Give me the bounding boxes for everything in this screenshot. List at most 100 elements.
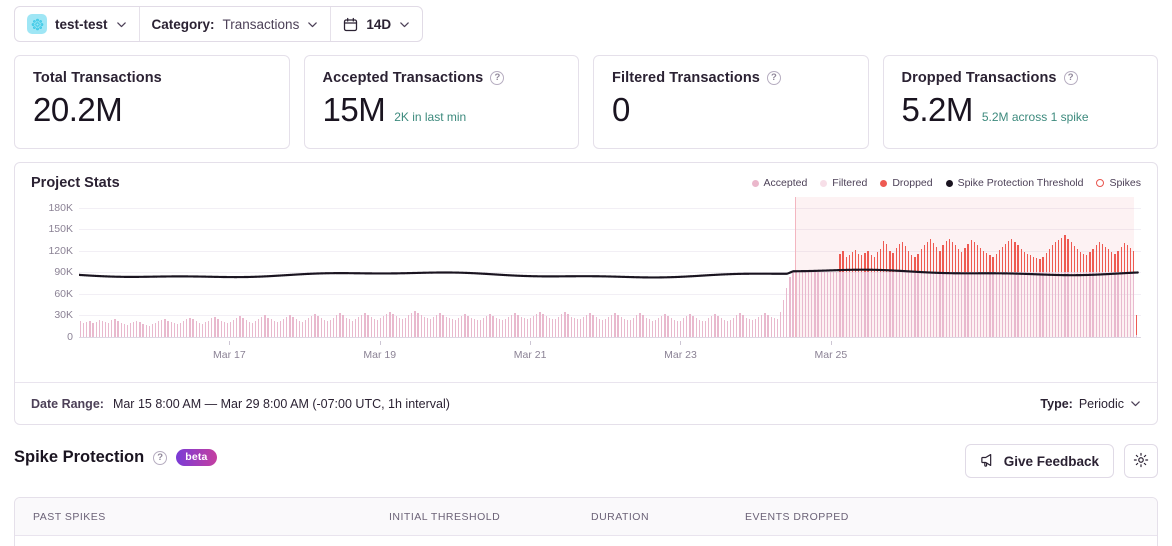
chart-bar[interactable] xyxy=(126,197,129,337)
chart-bar[interactable] xyxy=(460,197,463,337)
chart-bar[interactable] xyxy=(470,197,473,337)
chart-bar[interactable] xyxy=(92,197,95,337)
chart-bar[interactable] xyxy=(423,197,426,337)
chart-bar[interactable] xyxy=(1082,197,1085,337)
chart-bar[interactable] xyxy=(638,197,641,337)
chart-bar[interactable] xyxy=(276,197,279,337)
chart-bar[interactable] xyxy=(623,197,626,337)
chart-bar[interactable] xyxy=(420,197,423,337)
chart-bar[interactable] xyxy=(388,197,391,337)
chart-bar[interactable] xyxy=(738,197,741,337)
chart-bar[interactable] xyxy=(113,197,116,337)
chart-bar[interactable] xyxy=(707,197,710,337)
chart-bar[interactable] xyxy=(667,197,670,337)
chart-bar[interactable] xyxy=(438,197,441,337)
chart-bar[interactable] xyxy=(476,197,479,337)
chart-bar[interactable] xyxy=(673,197,676,337)
help-circle-icon[interactable]: ? xyxy=(153,450,168,465)
chart-bar[interactable] xyxy=(1126,197,1129,337)
chart-bar[interactable] xyxy=(129,197,132,337)
chart-bar[interactable] xyxy=(838,197,841,337)
chart-bar[interactable] xyxy=(445,197,448,337)
chart-bar[interactable] xyxy=(198,197,201,337)
chart-bar[interactable] xyxy=(557,197,560,337)
chart-bar[interactable] xyxy=(629,197,632,337)
chart-bar[interactable] xyxy=(1048,197,1051,337)
chart-bar[interactable] xyxy=(163,197,166,337)
chart-bar[interactable] xyxy=(1067,197,1070,337)
chart-bar[interactable] xyxy=(901,197,904,337)
chart-bar[interactable] xyxy=(592,197,595,337)
chart-bar[interactable] xyxy=(338,197,341,337)
chart-bar[interactable] xyxy=(860,197,863,337)
chart-bar[interactable] xyxy=(960,197,963,337)
legend-item[interactable]: Dropped xyxy=(880,177,933,189)
chart-bar[interactable] xyxy=(560,197,563,337)
chart-bar[interactable] xyxy=(857,197,860,337)
chart-bar[interactable] xyxy=(1132,197,1135,337)
chart-bar[interactable] xyxy=(454,197,457,337)
chart-bar[interactable] xyxy=(888,197,891,337)
chart-bar[interactable] xyxy=(320,197,323,337)
chart-bar[interactable] xyxy=(226,197,229,337)
chart-bar[interactable] xyxy=(229,197,232,337)
chart-bar[interactable] xyxy=(892,197,895,337)
type-selector[interactable]: Type: Periodic xyxy=(1040,397,1141,411)
chart-bar[interactable] xyxy=(1101,197,1104,337)
chart-bar[interactable] xyxy=(373,197,376,337)
legend-item[interactable]: Spikes xyxy=(1096,177,1141,189)
chart-bar[interactable] xyxy=(1051,197,1054,337)
chart-bar[interactable] xyxy=(688,197,691,337)
chart-bar[interactable] xyxy=(417,197,420,337)
chart-bar[interactable] xyxy=(1129,197,1132,337)
chart-bar[interactable] xyxy=(85,197,88,337)
chart-bar[interactable] xyxy=(942,197,945,337)
chart-bar[interactable] xyxy=(182,197,185,337)
chart-bar[interactable] xyxy=(735,197,738,337)
chart-bar[interactable] xyxy=(120,197,123,337)
chart-bar[interactable] xyxy=(107,197,110,337)
chart-bar[interactable] xyxy=(395,197,398,337)
chart-bar[interactable] xyxy=(167,197,170,337)
chart-bar[interactable] xyxy=(517,197,520,337)
chart-bar[interactable] xyxy=(498,197,501,337)
chart-bar[interactable] xyxy=(548,197,551,337)
chart-bar[interactable] xyxy=(1063,197,1066,337)
chart-bar[interactable] xyxy=(748,197,751,337)
help-circle-icon[interactable]: ? xyxy=(490,71,505,85)
chart-bar[interactable] xyxy=(742,197,745,337)
chart-bar[interactable] xyxy=(976,197,979,337)
chart-bar[interactable] xyxy=(1098,197,1101,337)
chart-bar[interactable] xyxy=(223,197,226,337)
chart-bar[interactable] xyxy=(1088,197,1091,337)
chart-bar[interactable] xyxy=(1107,197,1110,337)
chart-bar[interactable] xyxy=(342,197,345,337)
chart-bar[interactable] xyxy=(1120,197,1123,337)
chart-bar[interactable] xyxy=(1023,197,1026,337)
chart-bar[interactable] xyxy=(813,197,816,337)
chart-bar[interactable] xyxy=(938,197,941,337)
chart-bar[interactable] xyxy=(967,197,970,337)
chart-bar[interactable] xyxy=(701,197,704,337)
chart-bar[interactable] xyxy=(588,197,591,337)
chart-bar[interactable] xyxy=(732,197,735,337)
chart-bar[interactable] xyxy=(192,197,195,337)
chart-bar[interactable] xyxy=(751,197,754,337)
chart-bar[interactable] xyxy=(807,197,810,337)
chart-bar[interactable] xyxy=(298,197,301,337)
chart-bar[interactable] xyxy=(1076,197,1079,337)
chart-bar[interactable] xyxy=(601,197,604,337)
chart-bar[interactable] xyxy=(348,197,351,337)
chart-bar[interactable] xyxy=(529,197,532,337)
settings-button[interactable] xyxy=(1124,444,1158,478)
chart-bar[interactable] xyxy=(879,197,882,337)
chart-bar[interactable] xyxy=(173,197,176,337)
chart-bar[interactable] xyxy=(232,197,235,337)
chart-bar[interactable] xyxy=(713,197,716,337)
chart-bar[interactable] xyxy=(617,197,620,337)
chart-bar[interactable] xyxy=(404,197,407,337)
chart-bar[interactable] xyxy=(204,197,207,337)
chart-bar[interactable] xyxy=(835,197,838,337)
chart-bar[interactable] xyxy=(154,197,157,337)
chart-bar[interactable] xyxy=(507,197,510,337)
